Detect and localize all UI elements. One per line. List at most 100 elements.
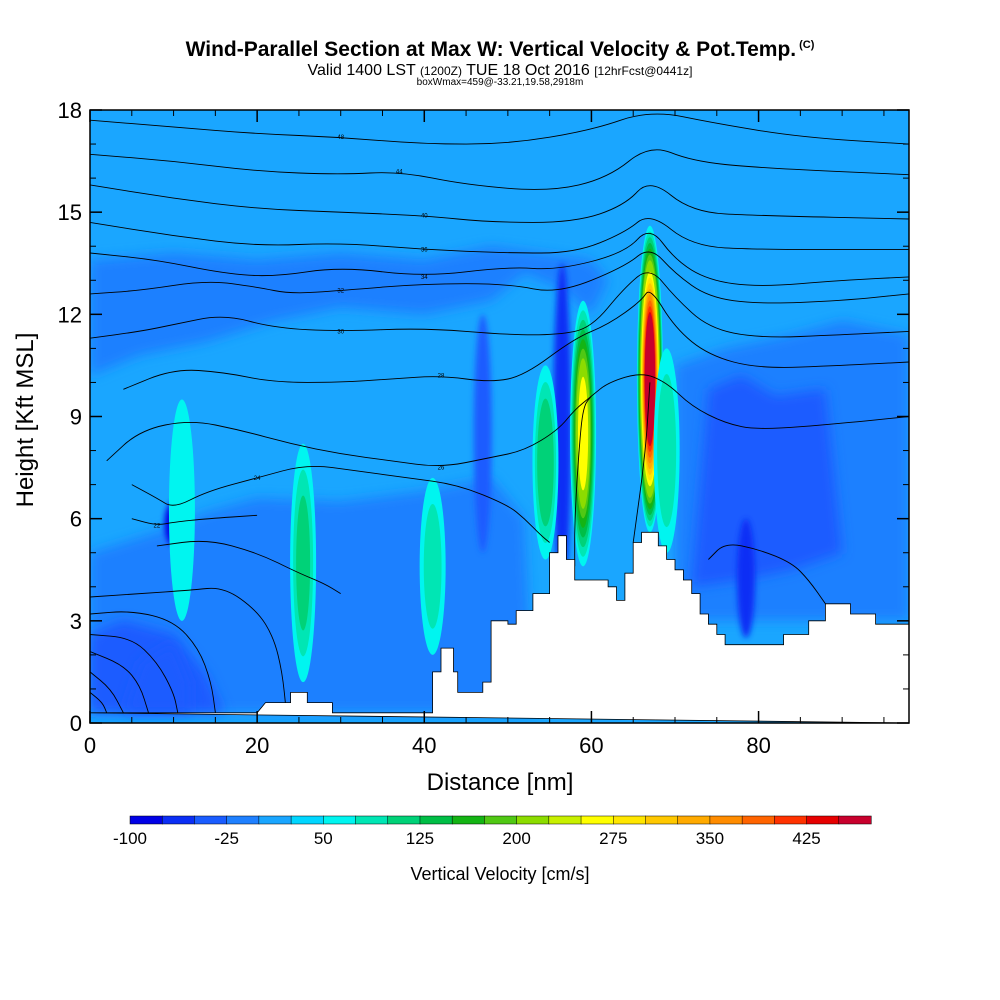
colorbar-swatch xyxy=(677,815,711,825)
isentrope-label: 22 xyxy=(154,523,161,529)
isentrope-line xyxy=(90,587,287,713)
isentrope-label: 26 xyxy=(438,466,445,472)
colorbar-label: -25 xyxy=(214,829,239,848)
colorbar-label: 200 xyxy=(502,829,530,848)
isentrope-label: 36 xyxy=(421,248,428,254)
x-axis: 0 20 40 60 80 xyxy=(84,110,885,758)
colorbar-label: -100 xyxy=(113,829,147,848)
y-tick-label: 15 xyxy=(58,200,82,225)
updraft-core xyxy=(577,376,589,491)
isentrope-line xyxy=(131,466,550,543)
field-band xyxy=(691,375,843,587)
colorbar-swatch xyxy=(290,815,324,825)
terrain xyxy=(90,531,909,723)
isentrope-line xyxy=(90,251,909,304)
x-tick-label: 20 xyxy=(245,733,269,758)
colorbar-swatch xyxy=(806,815,840,825)
colorbar-swatch xyxy=(516,815,550,825)
field-band xyxy=(90,246,609,376)
colorbar: -100 -25 50 125 200 275 350 425 xyxy=(113,815,872,848)
isentrope-line xyxy=(90,233,909,286)
colorbar-swatch xyxy=(194,815,228,825)
updraft-core xyxy=(644,313,656,445)
isentrope-line xyxy=(90,634,179,713)
colorbar-swatch xyxy=(613,815,647,825)
isentrope-line xyxy=(90,671,124,714)
x-tick-label: 0 xyxy=(84,733,96,758)
isentrope-line xyxy=(90,149,909,190)
isentrope-label: 28 xyxy=(438,374,445,380)
subtitle-valid: Valid 1400 LST xyxy=(307,62,416,79)
y-tick-label: 6 xyxy=(70,507,82,532)
isentrope-line xyxy=(90,218,909,254)
y-tick-label: 0 xyxy=(70,711,82,736)
x-tick-label: 40 xyxy=(412,733,436,758)
colorbar-swatch xyxy=(226,815,260,825)
colorbar-swatch xyxy=(451,815,485,825)
chart-subtitle-box: boxWmax=459@-33.21,19.58,2918m xyxy=(416,77,584,88)
downdraft-core xyxy=(553,263,572,594)
updraft-core xyxy=(657,373,677,528)
downdraft-core xyxy=(737,518,756,638)
colorbar-swatch xyxy=(580,815,614,825)
chart-title-text: Wind-Parallel Section at Max W: Vertical… xyxy=(185,38,797,61)
chart-title: Wind-Parallel Section at Max W: Vertical… xyxy=(0,38,1000,62)
isentrope-label: 48 xyxy=(337,135,344,141)
isentrope-line xyxy=(90,113,909,145)
plot-area: 48 44 40 36 34 32 30 28 26 24 22 xyxy=(90,110,909,723)
updraft-core xyxy=(537,398,554,527)
copyright-mark: (C) xyxy=(799,39,815,51)
isentrope-line xyxy=(156,540,341,594)
isentrope-line xyxy=(632,382,651,543)
colorbar-label: 275 xyxy=(599,829,627,848)
colorbar-title: Vertical Velocity [cm/s] xyxy=(410,864,589,884)
x-tick-label: 80 xyxy=(746,733,770,758)
y-axis-label: Height [Kft MSL] xyxy=(12,333,39,508)
isentrope-line xyxy=(90,184,909,223)
colorbar-label: 125 xyxy=(406,829,434,848)
colorbar-swatch xyxy=(258,815,292,825)
updraft-core xyxy=(168,399,195,621)
y-tick-label: 12 xyxy=(58,302,82,327)
isentrope-line xyxy=(708,544,826,605)
colorbar-swatch xyxy=(355,815,389,825)
isentrope-label: 44 xyxy=(396,169,403,175)
isentrope-line xyxy=(90,651,149,713)
colorbar-swatch xyxy=(548,815,582,825)
isentrope-line xyxy=(90,272,909,339)
isentrope-line xyxy=(106,374,909,467)
x-tick-label: 60 xyxy=(579,733,603,758)
subtitle-forecast: [12hrFcst@0441z] xyxy=(594,64,693,78)
updraft-layer xyxy=(168,225,680,683)
y-tick-label: 9 xyxy=(70,405,82,430)
colorbar-swatch xyxy=(484,815,518,825)
y-tick-label: 3 xyxy=(70,609,82,634)
isentrope-label: 40 xyxy=(421,214,428,220)
x-axis-label: Distance [nm] xyxy=(427,769,574,796)
colorbar-swatch xyxy=(323,815,357,825)
downdraft-core xyxy=(473,314,492,553)
isentrope-label: 34 xyxy=(421,275,428,281)
colorbar-label: 50 xyxy=(314,829,333,848)
colorbar-swatch xyxy=(387,815,421,825)
isentrope-line xyxy=(123,291,909,390)
colorbar-swatch xyxy=(774,815,808,825)
isentrope-layer: 48 44 40 36 34 32 30 28 26 24 22 xyxy=(90,113,909,714)
updraft-core xyxy=(423,503,442,629)
colorbar-label: 425 xyxy=(792,829,820,848)
subtitle-utc: (1200Z) xyxy=(419,64,462,78)
subtitle-date: TUE 18 Oct 2016 xyxy=(466,62,590,79)
colorbar-swatch xyxy=(645,815,679,825)
chart-subtitle: Valid 1400 LST (1200Z) TUE 18 Oct 2016 [… xyxy=(0,62,1000,80)
isentrope-line xyxy=(574,395,592,567)
colorbar-swatch xyxy=(129,815,163,825)
colorbar-swatch xyxy=(419,815,453,825)
colorbar-swatch xyxy=(161,815,195,825)
isentrope-line xyxy=(131,514,258,525)
colorbar-label: 350 xyxy=(696,829,724,848)
colorbar-swatch xyxy=(838,815,872,825)
isentrope-label: 30 xyxy=(337,329,344,335)
isentrope-label: 24 xyxy=(254,476,261,482)
